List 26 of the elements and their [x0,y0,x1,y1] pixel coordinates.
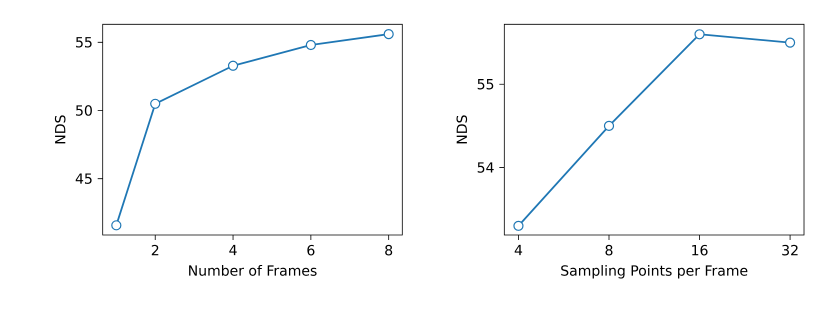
point [111,220,122,230]
y-axis-title: NDS [456,115,468,144]
x-tick-label: 2 [152,244,158,256]
point [228,60,238,71]
y-tick-label: 55 [478,79,494,90]
point [694,29,705,40]
x-axis-title: Number of Frames [189,264,317,276]
y-axis-title: NDS [54,115,66,144]
point [513,220,524,231]
y-tick-label: 54 [478,162,494,173]
y-tick-label: 45 [76,173,92,184]
point [384,29,394,40]
y-tick-label: 50 [76,105,92,116]
x-tick-label: 6 [307,244,314,256]
point [784,38,796,48]
point [604,120,614,131]
point [150,98,160,109]
x-tick-label: 8 [385,244,392,256]
x-tick-label: 4 [514,244,522,256]
x-tick-label: 16 [692,244,708,256]
x-tick-label: 8 [606,244,612,256]
x-axis-title: Sampling Points per Frame [561,264,748,279]
x-tick-label: 4 [229,244,237,256]
y-tick-label: 55 [76,37,92,48]
x-tick-label: 32 [782,244,798,256]
point [306,40,316,50]
